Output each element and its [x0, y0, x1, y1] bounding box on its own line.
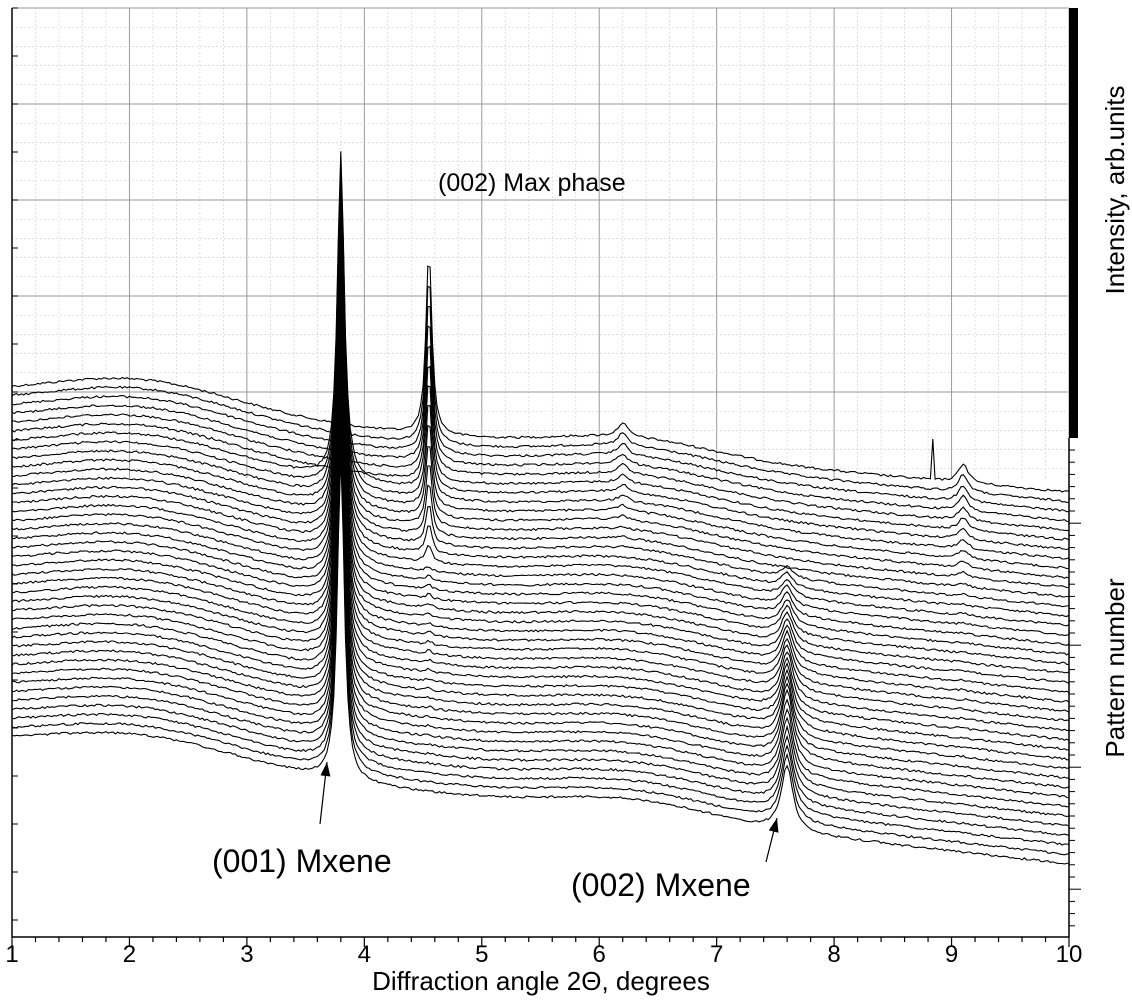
- pattern-curve: [11, 231, 1070, 646]
- pattern-curve: [11, 371, 1070, 789]
- pattern-curve: [11, 434, 1070, 846]
- pattern-curve: [11, 174, 1070, 579]
- pattern-curve: [11, 199, 1070, 608]
- pattern-curve: [11, 321, 1070, 742]
- pattern-curve: [11, 207, 1070, 618]
- x-tick-label: 1: [5, 941, 18, 968]
- pattern-curve: [11, 255, 1070, 674]
- annotation-arrows: [319, 761, 779, 863]
- x-tick-label: 10: [1056, 941, 1083, 968]
- pattern-curve: [11, 413, 1070, 827]
- pattern-curve: [11, 362, 1070, 779]
- x-tick-label: 6: [593, 941, 606, 968]
- pattern-curve: [11, 160, 1070, 560]
- x-tick-label: 4: [358, 941, 371, 968]
- pattern-curve: [11, 151, 1070, 551]
- arrow-002-mxene-head: [768, 818, 779, 833]
- pattern-curve: [11, 383, 1070, 799]
- pattern-curve: [11, 342, 1070, 761]
- annotation-002-mxene: (002) Mxene: [571, 867, 751, 903]
- pattern-curve: [11, 299, 1070, 722]
- pattern-curve: [11, 222, 1070, 636]
- pattern-curve: [11, 191, 1070, 598]
- pattern-curve: [11, 455, 1070, 865]
- pattern-curve: [11, 248, 1070, 666]
- pattern-curve: [12, 184, 1070, 589]
- pattern-curve: [11, 166, 1070, 570]
- x-ticks: 1 2 3 4 5 6 7 8 9 10: [5, 7, 1083, 968]
- intensity-scale-bar: [1069, 8, 1078, 438]
- annotation-max-phase: (002) Max phase: [438, 169, 626, 197]
- pattern-curve: [11, 263, 1070, 685]
- pattern-curves: [11, 151, 1070, 865]
- axes: [11, 8, 1070, 938]
- pattern-curve: [11, 325, 1070, 522]
- y-axis-title-pattern-number: Pattern number: [1100, 578, 1130, 758]
- pattern-curve: [11, 285, 1070, 504]
- x-tick-label: 2: [123, 941, 136, 968]
- pattern-curve: [11, 345, 1070, 532]
- pattern-curve: [11, 270, 1070, 694]
- pattern-curve: [11, 352, 1070, 769]
- pattern-curve: [11, 425, 1070, 836]
- pattern-curve: [11, 239, 1070, 656]
- x-tick-label: 7: [710, 941, 723, 968]
- x-axis-title: Diffraction angle 2Θ, degrees: [372, 966, 710, 996]
- y-axis-title-intensity: Intensity, arb.units: [1100, 85, 1130, 294]
- pattern-curve: [11, 291, 1070, 713]
- pattern-curve: [11, 393, 1070, 808]
- pattern-curve: [11, 265, 1070, 493]
- pattern-curve: [11, 332, 1070, 751]
- pattern-curve: [11, 365, 1070, 541]
- x-tick-label: 9: [945, 941, 958, 968]
- pattern-curve: [11, 280, 1070, 703]
- grid: [11, 7, 1070, 478]
- pattern-curve: [11, 305, 1070, 513]
- arrow-001-mxene-head: [320, 762, 331, 777]
- pattern-number-ticks: [1069, 449, 1081, 927]
- pattern-curve: [11, 403, 1070, 818]
- annotation-001-mxene: (001) Mxene: [212, 843, 392, 879]
- x-tick-label: 3: [240, 941, 253, 968]
- pattern-curve: [11, 310, 1069, 732]
- x-tick-label: 8: [827, 941, 840, 968]
- pattern-curve: [11, 216, 1070, 627]
- pattern-curve: [11, 445, 1070, 856]
- x-tick-label: 5: [475, 941, 488, 968]
